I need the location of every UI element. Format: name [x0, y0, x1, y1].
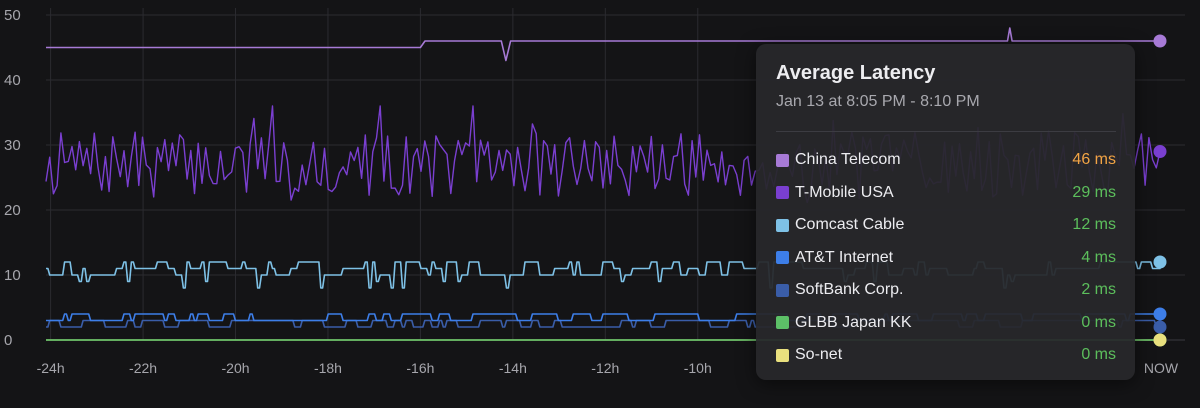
y-tick-label: 20 — [4, 202, 21, 219]
legend-swatch — [776, 348, 789, 362]
legend-value: 12 ms — [1072, 216, 1116, 234]
legend-name: So-net — [795, 346, 843, 364]
legend-swatch — [776, 283, 789, 297]
series-end-dots — [1153, 34, 1167, 347]
legend-name: China Telecom — [795, 151, 901, 169]
x-tick-label: -20h — [222, 360, 250, 376]
tooltip-time-range: Jan 13 at 8:05 PM - 8:10 PM — [776, 93, 980, 110]
end-dot-softbank-corp- — [1153, 320, 1167, 334]
y-tick-label: 50 — [4, 7, 21, 24]
legend-row: China Telecom 46 ms — [776, 144, 1116, 177]
end-dot-t-mobile-usa — [1153, 145, 1167, 158]
legend-swatch — [776, 251, 789, 265]
end-dot-at-t-internet — [1153, 307, 1167, 321]
legend-value: 46 ms — [1072, 151, 1116, 169]
latency-tooltip: Average Latency Jan 13 at 8:05 PM - 8:10… — [756, 44, 1135, 380]
tooltip-divider — [776, 131, 1116, 132]
x-tick-label: -24h — [37, 360, 65, 376]
x-tick-label: -22h — [129, 360, 157, 376]
legend-row: So-net 0 ms — [776, 339, 1116, 372]
legend-row: T-Mobile USA 29 ms — [776, 177, 1116, 210]
legend-value: 2 ms — [1081, 281, 1116, 299]
legend-row: Comcast Cable 12 ms — [776, 209, 1116, 242]
legend-name: GLBB Japan KK — [795, 313, 912, 331]
legend-name: SoftBank Corp. — [795, 281, 904, 299]
legend-swatch — [776, 316, 789, 330]
end-dot-china-telecom — [1153, 34, 1167, 48]
x-tick-label: -10h — [684, 360, 712, 376]
y-tick-label: 0 — [4, 332, 12, 349]
legend-value: 0 ms — [1081, 346, 1116, 364]
tooltip-legend: China Telecom 46 ms T-Mobile USA 29 ms Comca… — [776, 144, 1116, 372]
series-line-china-telecom — [46, 27, 1160, 62]
legend-value: 4 ms — [1081, 248, 1116, 266]
legend-row: AT&T Internet 4 ms — [776, 242, 1116, 275]
end-dot-comcast-cable — [1153, 255, 1167, 269]
legend-name: T-Mobile USA — [795, 183, 894, 201]
y-axis: 0 10 20 30 40 50 — [4, 7, 21, 349]
legend-value: 0 ms — [1081, 313, 1116, 331]
x-tick-label: -18h — [314, 360, 342, 376]
legend-swatch — [776, 186, 789, 200]
x-tick-label: -12h — [591, 360, 619, 376]
y-tick-label: 40 — [4, 72, 21, 89]
tooltip-title: Average Latency — [776, 62, 936, 84]
x-axis: -24h -22h -20h -18h -16h -14h -12h -10h NOW — [37, 360, 1179, 376]
y-tick-label: 30 — [4, 137, 21, 154]
end-dot-so-net — [1153, 333, 1167, 347]
legend-value: 29 ms — [1072, 183, 1116, 201]
legend-row: GLBB Japan KK 0 ms — [776, 307, 1116, 340]
y-tick-label: 10 — [4, 267, 21, 284]
x-tick-label: -14h — [499, 360, 527, 376]
legend-swatch — [776, 218, 789, 232]
x-tick-label: -16h — [406, 360, 434, 376]
x-tick-label: NOW — [1144, 360, 1179, 376]
legend-row: SoftBank Corp. 2 ms — [776, 274, 1116, 307]
legend-name: Comcast Cable — [795, 216, 905, 234]
legend-name: AT&T Internet — [795, 248, 894, 266]
legend-swatch — [776, 153, 789, 167]
